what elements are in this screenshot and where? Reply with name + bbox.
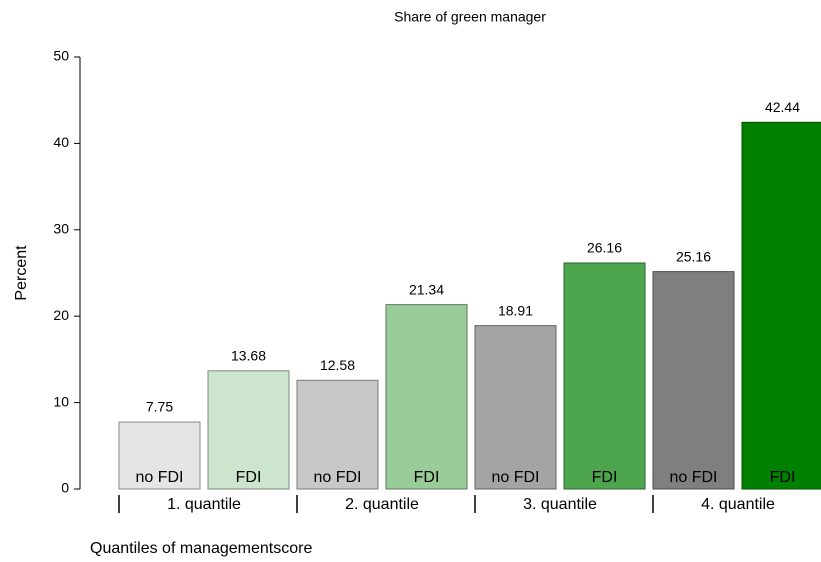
bar-label: FDI <box>414 469 440 486</box>
value-label: 26.16 <box>587 240 622 256</box>
y-tick-label: 50 <box>53 48 69 64</box>
bar-label: FDI <box>592 469 618 486</box>
value-label: 18.91 <box>498 302 533 318</box>
group-label: 2. quantile <box>345 496 419 513</box>
group-label: 3. quantile <box>523 496 597 513</box>
bar-label: FDI <box>770 469 796 486</box>
bar <box>563 262 646 490</box>
group-label: 1. quantile <box>167 496 241 513</box>
bar-label: no FDI <box>669 469 717 486</box>
value-label: 21.34 <box>409 281 444 297</box>
bar <box>385 304 468 490</box>
bar-label: no FDI <box>135 469 183 486</box>
y-tick-label: 40 <box>53 134 69 150</box>
chart-title: Share of green manager <box>394 9 546 25</box>
bar <box>207 370 290 490</box>
y-axis-title: Percent <box>13 245 30 301</box>
value-label: 42.44 <box>765 99 800 115</box>
bar <box>652 271 735 490</box>
y-tick-label: 30 <box>53 221 69 237</box>
y-tick-label: 0 <box>61 480 69 496</box>
bar-label: no FDI <box>491 469 539 486</box>
value-label: 12.58 <box>320 357 355 373</box>
bar <box>118 421 201 490</box>
value-label: 7.75 <box>146 399 173 415</box>
value-label: 13.68 <box>231 348 266 364</box>
x-axis-title: Quantiles of managementscore <box>90 540 312 557</box>
y-tick-label: 20 <box>53 307 69 323</box>
group-label: 4. quantile <box>701 496 775 513</box>
bar-label: no FDI <box>313 469 361 486</box>
bar <box>296 379 379 490</box>
value-label: 25.16 <box>676 248 711 264</box>
bar <box>474 325 557 490</box>
bar <box>741 121 821 490</box>
bar-label: FDI <box>236 469 262 486</box>
y-tick-label: 10 <box>53 393 69 409</box>
